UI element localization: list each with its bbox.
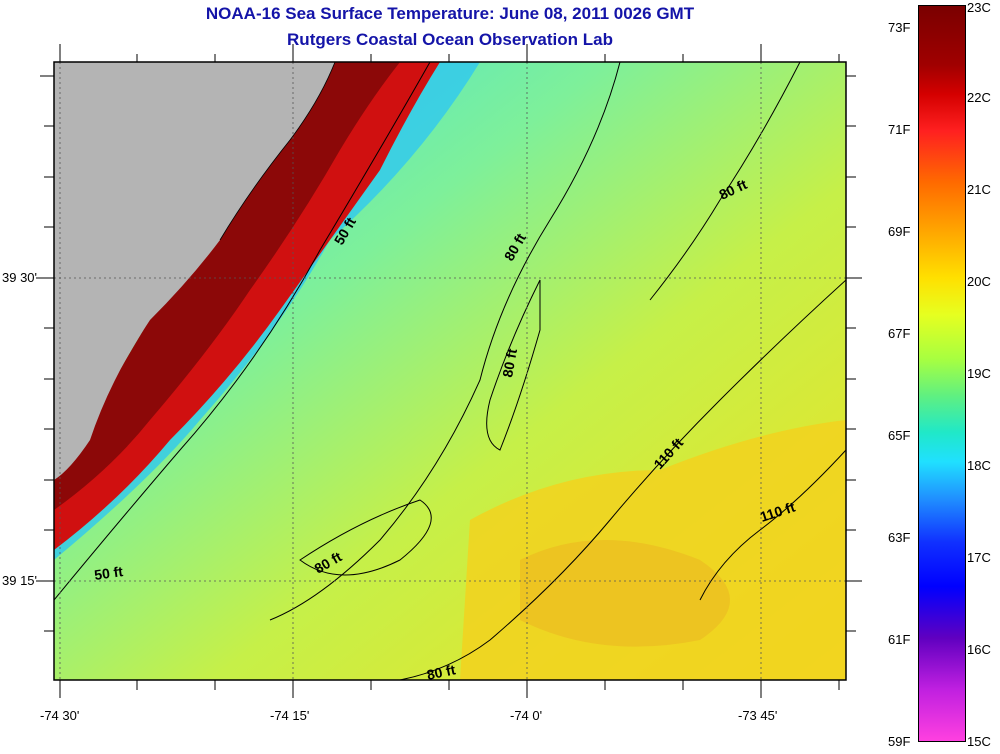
lat-label: 39 15' xyxy=(2,573,37,588)
colorbar-c-label: 17C xyxy=(967,550,991,565)
depth-contours xyxy=(54,62,846,680)
map-area: 50 ft 80 ft 80 ft 80 ft 110 ft 110 ft 50… xyxy=(54,62,846,683)
colorbar-f-label: 71F xyxy=(888,122,911,137)
colorbar-f-label: 63F xyxy=(888,530,911,545)
warm-coastal-band xyxy=(54,62,440,550)
land-area xyxy=(54,62,335,480)
colorbar-c-label: 21C xyxy=(967,182,991,197)
lon-label: -74 15' xyxy=(270,708,309,723)
lon-label: -73 45' xyxy=(738,708,777,723)
contour-label: 80 ft xyxy=(499,347,520,378)
colorbar-f-label: 61F xyxy=(888,632,911,647)
colorbar-f-label: 59F xyxy=(888,734,911,749)
temperature-colorbar xyxy=(918,5,966,742)
lon-label: -74 30' xyxy=(40,708,79,723)
graticule xyxy=(54,62,846,680)
warm-water-core xyxy=(520,540,730,647)
tick-marks xyxy=(36,44,862,698)
hot-coastal-band xyxy=(54,62,400,510)
lon-label: -74 0' xyxy=(510,708,542,723)
contour-label: 80 ft xyxy=(425,661,457,683)
colorbar-c-label: 23C xyxy=(967,0,991,15)
colorbar-f-label: 73F xyxy=(888,20,911,35)
chart-subtitle: Rutgers Coastal Ocean Observation Lab xyxy=(287,30,613,49)
colorbar-c-label: 18C xyxy=(967,458,991,473)
map-frame xyxy=(53,61,847,681)
colorbar-f-label: 67F xyxy=(888,326,911,341)
lat-label: 39 30' xyxy=(2,270,37,285)
colorbar-c-label: 15C xyxy=(967,734,991,749)
chart-title: NOAA-16 Sea Surface Temperature: June 08… xyxy=(205,4,695,23)
contour-label: 50 ft xyxy=(93,563,124,583)
colorbar-c-label: 20C xyxy=(967,274,991,289)
colorbar-c-label: 16C xyxy=(967,642,991,657)
colorbar-c-label: 22C xyxy=(967,90,991,105)
colorbar-c-label: 19C xyxy=(967,366,991,381)
colorbar-f-label: 65F xyxy=(888,428,911,443)
colorbar-f-label: 69F xyxy=(888,224,911,239)
